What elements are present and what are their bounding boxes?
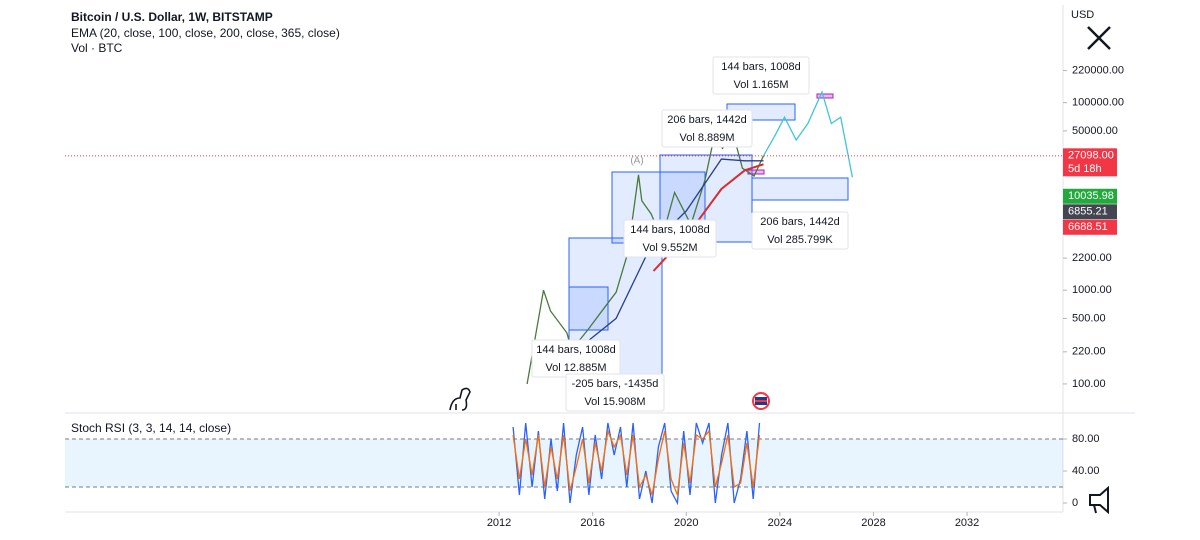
- indicator-label: Stoch RSI (3, 3, 14, 14, close): [71, 421, 231, 435]
- price-label-box: [1063, 188, 1117, 204]
- y-tick-label: 100000.00: [1072, 97, 1124, 109]
- measure-text: Vol 15.908M: [584, 396, 645, 408]
- y-tick-label: 50000.00: [1072, 125, 1118, 137]
- x-tick-label: 2032: [955, 517, 979, 529]
- x-tick-label: 2016: [580, 517, 604, 529]
- measure-text: 144 bars, 1008d: [721, 61, 801, 73]
- measure-box: [751, 177, 849, 201]
- y-tick-label: 2200.00: [1072, 252, 1112, 264]
- price-countdown: 5d 18h: [1068, 163, 1102, 175]
- measure-tooltip: [751, 211, 849, 250]
- measure-text: Vol 1.165M: [733, 79, 788, 91]
- measure-text: 144 bars, 1008d: [536, 344, 616, 356]
- y-tick-label: 40.00: [1072, 465, 1100, 477]
- measure-tooltip: [712, 56, 810, 95]
- band-fill: [65, 439, 1063, 487]
- y-tick-label: 80.00: [1072, 433, 1100, 445]
- x-tick-label: 2028: [861, 517, 885, 529]
- indicator-label: EMA (20, close, 100, close, 200, close, …: [71, 26, 340, 40]
- measure-tooltip: [565, 373, 665, 412]
- announcement-icon[interactable]: [1089, 485, 1109, 515]
- logo-icon: [449, 387, 471, 411]
- price-label: 10035.98: [1068, 190, 1114, 202]
- measure-tooltip: [623, 219, 717, 258]
- event-flag[interactable]: [752, 392, 770, 410]
- series-line: [762, 90, 854, 178]
- x-tick-label: 2024: [768, 517, 792, 529]
- measure-text: Vol 12.885M: [545, 362, 606, 374]
- measure-text: -205 bars, -1435d: [572, 378, 659, 390]
- price-label: 6855.21: [1068, 206, 1108, 218]
- price-label-box: [1063, 204, 1117, 220]
- y-tick-label: 220.00: [1072, 346, 1106, 358]
- measure-text: 206 bars, 1442d: [760, 216, 840, 228]
- measure-text: Vol 285.799K: [767, 234, 833, 246]
- axis-unit: USD: [1071, 9, 1094, 21]
- x-tick-label: 2012: [487, 517, 511, 529]
- close-button[interactable]: [1087, 26, 1111, 50]
- measure-text: Vol 8.889M: [679, 132, 734, 144]
- y-tick-label: 500.00: [1072, 312, 1106, 324]
- wave-marker: (A): [630, 156, 643, 167]
- measure-text: 144 bars, 1008d: [630, 224, 710, 236]
- plot-layer: 2012 2016 2020 2024 2028 2032 100.00 220.00 500.…: [65, 56, 1124, 529]
- price-label: 27098.00: [1068, 150, 1114, 162]
- measure-text: Vol 9.552M: [642, 242, 697, 254]
- y-tick-label: 1000.00: [1072, 284, 1112, 296]
- price-label: 6688.51: [1068, 221, 1108, 233]
- x-tick-label: 2020: [674, 517, 698, 529]
- y-tick-label: 220000.00: [1072, 64, 1124, 76]
- symbol-title: Bitcoin / U.S. Dollar, 1W, BITSTAMP: [71, 10, 273, 24]
- y-tick-label: 100.00: [1072, 378, 1106, 390]
- series-line: [512, 428, 761, 496]
- measure-box: [568, 286, 609, 331]
- price-label-box: [1063, 148, 1117, 177]
- indicator-label: Vol · BTC: [71, 41, 123, 55]
- measure-text: 206 bars, 1442d: [667, 114, 747, 126]
- price-label-box: [1063, 219, 1117, 235]
- target-marker: [816, 93, 834, 99]
- y-tick-label: 0: [1072, 497, 1078, 509]
- measure-tooltip: [661, 109, 753, 148]
